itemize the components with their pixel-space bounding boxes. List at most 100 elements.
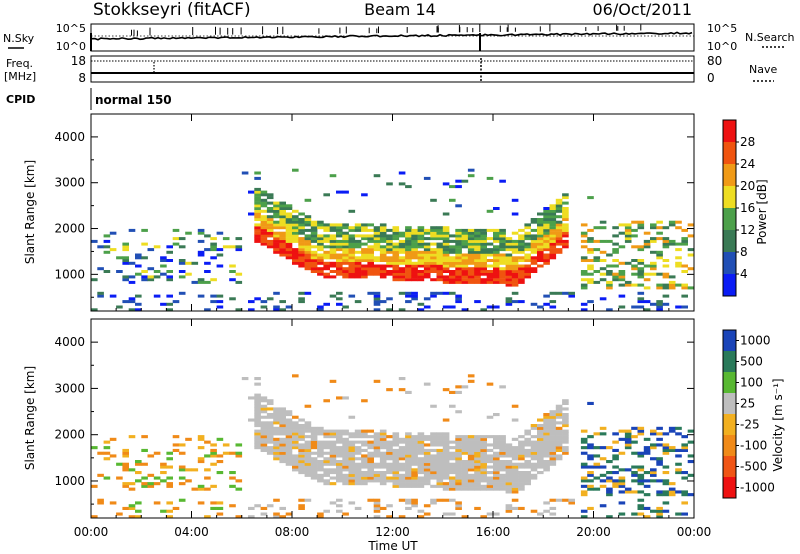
power-cell <box>373 259 381 262</box>
power-cell <box>273 250 280 254</box>
power-cell <box>285 215 293 219</box>
velocity-cell <box>248 418 255 422</box>
power-cell <box>423 228 431 232</box>
power-cell <box>329 250 337 254</box>
power-cell <box>348 234 356 238</box>
velocity-cell <box>323 446 330 450</box>
power-cell <box>178 275 186 279</box>
power-cell <box>442 239 450 243</box>
power-cell <box>304 291 312 295</box>
velocity-cell <box>430 471 437 475</box>
power-cell <box>543 261 550 265</box>
power-cell <box>423 261 431 265</box>
velocity-cell <box>392 440 400 444</box>
power-cell <box>599 272 607 276</box>
velocity-cell <box>549 410 557 414</box>
power-cell <box>593 256 601 260</box>
velocity-cell <box>266 437 274 441</box>
velocity-cell <box>474 484 481 488</box>
power-cell <box>266 196 274 200</box>
velocity-cell <box>656 437 663 441</box>
power-cell <box>537 212 544 216</box>
velocity-cell <box>298 424 305 428</box>
velocity-cell <box>411 446 418 450</box>
power-cell <box>524 272 531 276</box>
power-cell <box>260 223 268 227</box>
velocity-cell <box>606 446 613 450</box>
velocity-cell <box>298 460 305 464</box>
velocity-cell <box>530 509 538 513</box>
power-cell <box>248 212 255 216</box>
power-cell <box>304 220 312 224</box>
power-cell <box>537 242 544 246</box>
velocity-cell <box>549 506 557 510</box>
power-cell <box>486 250 494 254</box>
velocity-cell <box>178 498 186 502</box>
power-cell <box>430 270 437 273</box>
velocity-cell <box>549 454 557 458</box>
power-cell <box>329 226 337 230</box>
power-cell <box>555 239 563 243</box>
velocity-cell <box>336 462 343 466</box>
power-cell <box>474 245 481 249</box>
velocity-cell <box>461 451 469 455</box>
velocity-cell <box>612 440 619 444</box>
power-cell <box>166 245 173 249</box>
velocity-cell <box>367 446 374 450</box>
power-cell <box>317 226 324 230</box>
power-cell <box>486 228 494 232</box>
power-cell <box>562 207 569 210</box>
velocity-cell <box>279 451 286 455</box>
power-cell <box>323 226 330 230</box>
velocity-cell <box>348 465 356 469</box>
power-cell <box>323 228 330 232</box>
power-cell <box>348 256 356 260</box>
velocity-cell <box>342 440 349 444</box>
velocity-cell <box>266 421 274 425</box>
power-cell <box>518 248 525 252</box>
velocity-cell <box>379 435 387 439</box>
power-cell <box>405 291 412 295</box>
power-cell <box>442 226 450 230</box>
velocity-cell <box>624 490 632 494</box>
velocity-cell <box>524 473 531 477</box>
power-cell <box>103 270 111 273</box>
power-cell <box>323 253 330 257</box>
power-cell <box>530 302 538 306</box>
power-cell <box>449 270 456 273</box>
velocity-cell <box>599 446 607 450</box>
velocity-cell <box>442 457 450 461</box>
velocity-cell <box>568 501 575 505</box>
power-cell <box>379 256 387 260</box>
velocity-cell <box>543 448 550 452</box>
velocity-cell <box>587 479 594 483</box>
power-cell <box>511 264 519 268</box>
velocity-cell <box>285 448 293 452</box>
velocity-cell <box>411 484 418 488</box>
power-cell <box>662 275 670 279</box>
velocity-cell <box>103 440 111 444</box>
velocity-cell <box>323 440 330 444</box>
power-cell <box>342 245 349 249</box>
power-cell <box>336 256 343 260</box>
power-cell <box>405 245 412 249</box>
velocity-cell <box>336 476 343 480</box>
velocity-cell <box>317 440 324 444</box>
velocity-cell <box>298 468 305 472</box>
velocity-cell <box>210 506 217 510</box>
power-cell <box>537 239 544 243</box>
velocity-cell <box>285 418 293 422</box>
power-cell <box>329 248 337 252</box>
velocity-cell <box>405 468 412 472</box>
velocity-cell <box>254 415 261 419</box>
power-cell <box>304 228 312 232</box>
velocity-cell <box>562 424 569 428</box>
velocity-cell <box>599 465 607 469</box>
velocity-cell <box>128 482 136 486</box>
power-cell <box>474 231 481 235</box>
power-cell <box>524 248 531 252</box>
power-cell <box>342 250 349 254</box>
power-cell <box>442 231 450 235</box>
power-cell <box>480 267 487 271</box>
colorbar-frame <box>722 329 737 499</box>
